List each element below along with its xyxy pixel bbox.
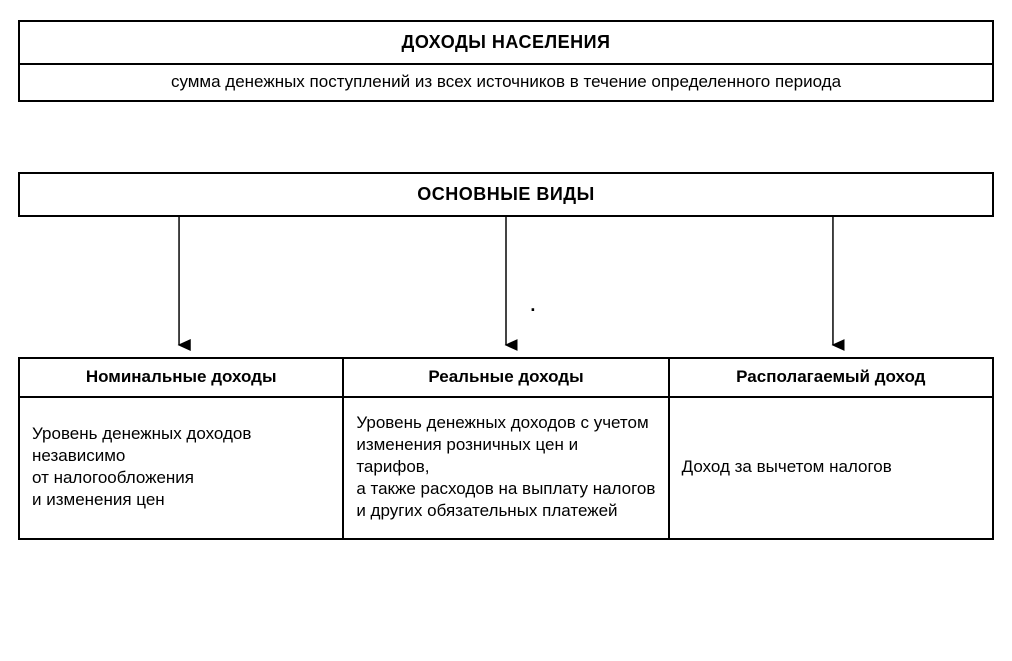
types-header-row: Номинальные доходы Реальные доходы Распо… <box>19 358 993 396</box>
cell-real-desc: Уровень денежных доходов с учетом измене… <box>343 397 668 539</box>
col-header-real: Реальные доходы <box>343 358 668 396</box>
col-header-disposable: Располагаемый доход <box>669 358 993 396</box>
income-definition: сумма денежных поступлений из всех источ… <box>20 65 992 100</box>
income-types-table: Номинальные доходы Реальные доходы Распо… <box>18 357 994 540</box>
arrows-region: . <box>18 217 994 357</box>
types-body-row: Уровень денежных доходов независимо от н… <box>19 397 993 539</box>
cell-disposable-desc: Доход за вычетом налогов <box>669 397 993 539</box>
cell-nominal-desc: Уровень денежных доходов независимо от н… <box>19 397 343 539</box>
col-header-nominal: Номинальные доходы <box>19 358 343 396</box>
income-title: ДОХОДЫ НАСЕЛЕНИЯ <box>20 22 992 65</box>
spacer <box>18 102 994 172</box>
main-types-title: ОСНОВНЫЕ ВИДЫ <box>18 172 994 217</box>
income-definition-box: ДОХОДЫ НАСЕЛЕНИЯ сумма денежных поступле… <box>18 20 994 102</box>
stray-dot: . <box>530 295 535 316</box>
arrows-svg <box>18 217 994 357</box>
